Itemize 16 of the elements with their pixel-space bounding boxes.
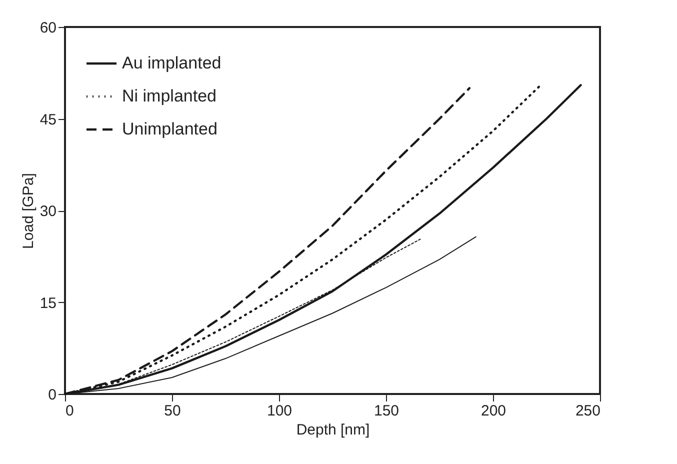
legend-label: Ni implanted	[122, 86, 216, 106]
x-axis-title: Depth [nm]	[296, 422, 370, 438]
legend-label: Unimplanted	[122, 120, 218, 138]
x-tick-label: 0	[66, 402, 74, 420]
y-tick-label: 0	[48, 386, 56, 404]
y-tick-label: 45	[40, 111, 56, 128]
x-tick-label: 50	[164, 402, 181, 420]
legend-label: Au implanted	[122, 54, 222, 72]
x-tick-label: 100	[266, 402, 292, 420]
y-tick-label: 30	[40, 203, 56, 220]
y-axis-title: Load [GPa]	[20, 173, 37, 249]
y-tick-label: 60	[40, 20, 56, 36]
x-tick-label: 150	[374, 402, 400, 420]
x-tick-label: 200	[480, 402, 506, 420]
x-tick-label: 250	[575, 402, 600, 420]
y-tick-label: 15	[40, 294, 56, 312]
